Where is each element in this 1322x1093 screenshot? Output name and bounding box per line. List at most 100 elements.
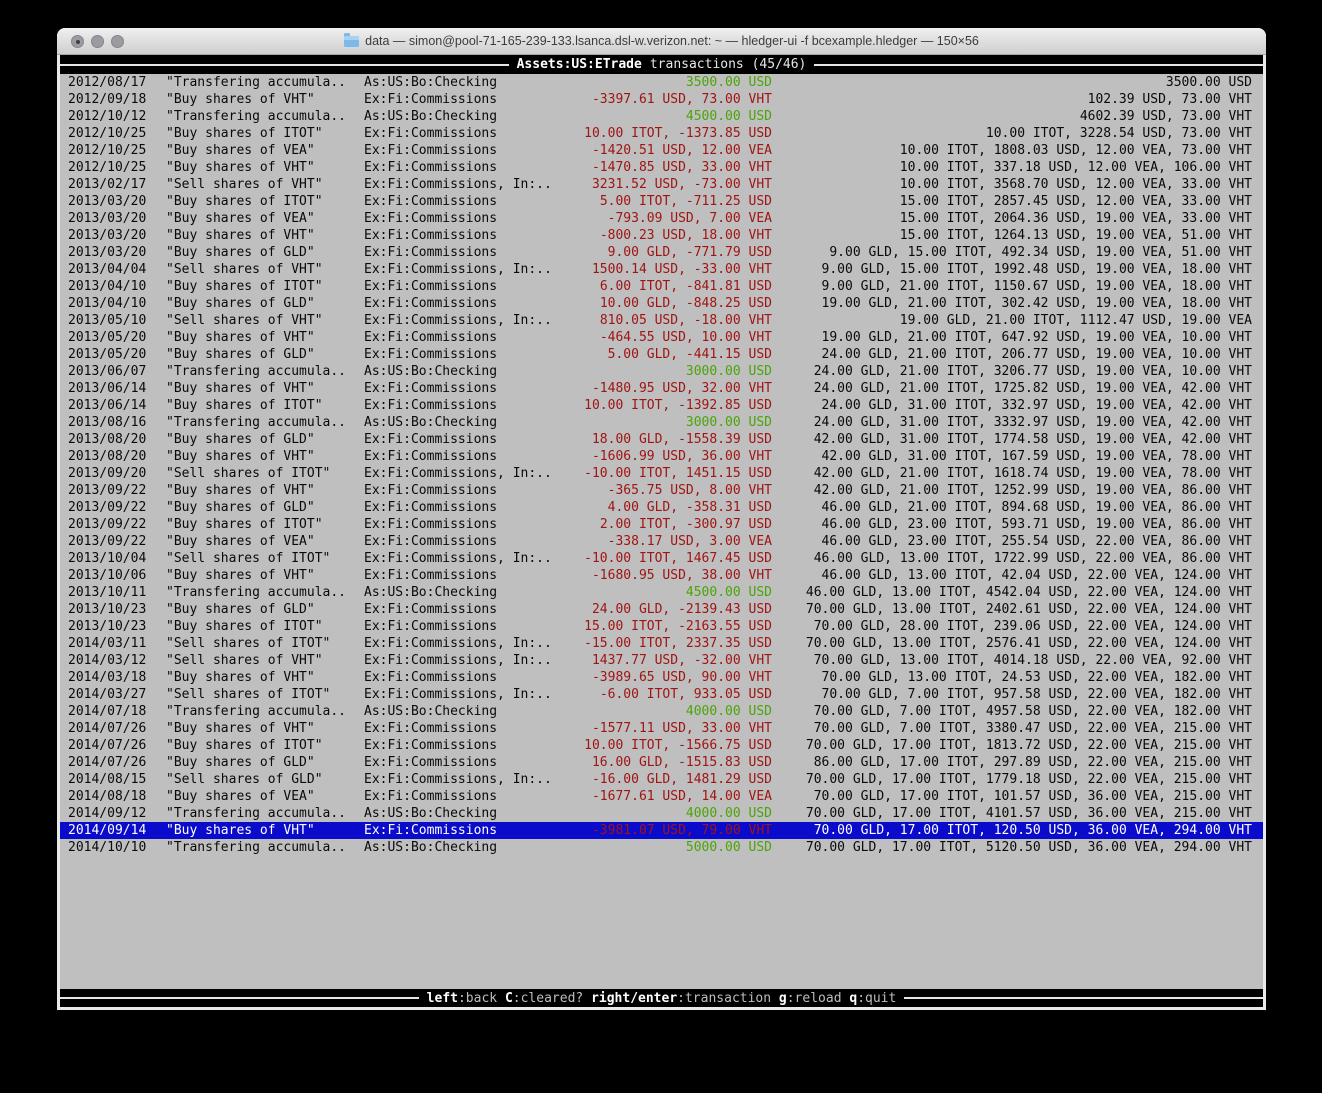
transaction-row[interactable]: 2013/09/22 "Buy shares of ITOT" Ex:Fi:Co… xyxy=(60,516,1263,533)
transaction-row[interactable]: 2012/08/17 "Transfering accumula.. As:US… xyxy=(60,74,1263,91)
transaction-date: 2012/10/25 xyxy=(68,126,147,141)
transaction-other-accounts: Ex:Fi:Commissions, In:.. xyxy=(364,687,552,702)
transaction-running-balance: 46.00 GLD, 21.00 ITOT, 894.68 USD, 19.00… xyxy=(821,500,1252,515)
transaction-row[interactable]: 2013/04/10 "Buy shares of GLD" Ex:Fi:Com… xyxy=(60,295,1263,312)
transaction-row[interactable]: 2013/03/20 "Buy shares of VHT" Ex:Fi:Com… xyxy=(60,227,1263,244)
transaction-row[interactable]: 2013/05/20 "Buy shares of GLD" Ex:Fi:Com… xyxy=(60,346,1263,363)
transaction-description: "Sell shares of VHT" xyxy=(166,262,323,277)
transaction-other-accounts: As:US:Bo:Checking xyxy=(364,109,498,124)
transaction-date: 2014/09/12 xyxy=(68,806,147,821)
transaction-row[interactable]: 2013/10/04 "Sell shares of ITOT" Ex:Fi:C… xyxy=(60,550,1263,567)
transaction-other-accounts: As:US:Bo:Checking xyxy=(364,75,498,90)
transaction-row[interactable]: 2013/10/23 "Buy shares of GLD" Ex:Fi:Com… xyxy=(60,601,1263,618)
transaction-description: "Transfering accumula.. xyxy=(166,840,347,855)
transaction-change-amount: -15.00 ITOT, 2337.35 USD xyxy=(584,636,772,651)
transaction-row[interactable]: 2014/07/26 "Buy shares of ITOT" Ex:Fi:Co… xyxy=(60,737,1263,754)
transaction-row[interactable]: 2013/05/20 "Buy shares of VHT" Ex:Fi:Com… xyxy=(60,329,1263,346)
terminal-window: data — simon@pool-71-165-239-133.lsanca.… xyxy=(57,28,1266,1010)
titlebar: data — simon@pool-71-165-239-133.lsanca.… xyxy=(57,28,1266,55)
transaction-other-accounts: Ex:Fi:Commissions xyxy=(364,755,498,770)
transaction-date: 2014/08/15 xyxy=(68,772,147,787)
transaction-description: "Buy shares of GLD" xyxy=(166,347,315,362)
transaction-description: "Transfering accumula.. xyxy=(166,415,347,430)
transaction-row[interactable]: 2014/07/18 "Transfering accumula.. As:US… xyxy=(60,703,1263,720)
transaction-row[interactable]: 2012/10/25 "Buy shares of VHT" Ex:Fi:Com… xyxy=(60,159,1263,176)
transaction-running-balance: 10.00 ITOT, 3228.54 USD, 73.00 VHT xyxy=(985,126,1252,141)
transaction-other-accounts: Ex:Fi:Commissions, In:.. xyxy=(364,653,552,668)
minimize-button[interactable] xyxy=(91,35,104,48)
transaction-date: 2013/05/10 xyxy=(68,313,147,328)
transaction-row[interactable]: 2013/05/10 "Sell shares of VHT" Ex:Fi:Co… xyxy=(60,312,1263,329)
transaction-date: 2013/05/20 xyxy=(68,330,147,345)
transaction-row[interactable]: 2013/10/23 "Buy shares of ITOT" Ex:Fi:Co… xyxy=(60,618,1263,635)
transaction-row[interactable]: 2014/03/12 "Sell shares of VHT" Ex:Fi:Co… xyxy=(60,652,1263,669)
transaction-row[interactable]: 2013/03/20 "Buy shares of VEA" Ex:Fi:Com… xyxy=(60,210,1263,227)
transaction-change-amount: 4000.00 USD xyxy=(685,704,772,719)
transaction-date: 2013/09/20 xyxy=(68,466,147,481)
transaction-change-amount: -16.00 GLD, 1481.29 USD xyxy=(591,772,772,787)
transaction-change-amount: -793.09 USD, 7.00 VEA xyxy=(607,211,772,226)
close-button[interactable] xyxy=(71,35,84,48)
transaction-change-amount: 10.00 ITOT, -1392.85 USD xyxy=(584,398,772,413)
transaction-other-accounts: Ex:Fi:Commissions xyxy=(364,670,498,685)
transaction-row[interactable]: 2014/09/14 "Buy shares of VHT" Ex:Fi:Com… xyxy=(60,822,1263,839)
transaction-row[interactable]: 2013/06/14 "Buy shares of VHT" Ex:Fi:Com… xyxy=(60,380,1263,397)
transaction-row[interactable]: 2014/08/15 "Sell shares of GLD" Ex:Fi:Co… xyxy=(60,771,1263,788)
transaction-other-accounts: Ex:Fi:Commissions xyxy=(364,500,498,515)
screen-header-label: Assets:US:ETrade transactions (45/46) xyxy=(508,56,815,73)
transaction-row[interactable]: 2013/04/04 "Sell shares of VHT" Ex:Fi:Co… xyxy=(60,261,1263,278)
transaction-row[interactable]: 2014/07/26 "Buy shares of GLD" Ex:Fi:Com… xyxy=(60,754,1263,771)
transaction-row[interactable]: 2013/06/07 "Transfering accumula.. As:US… xyxy=(60,363,1263,380)
transaction-row[interactable]: 2012/09/18 "Buy shares of VHT" Ex:Fi:Com… xyxy=(60,91,1263,108)
account-name: Assets:US:ETrade xyxy=(516,57,642,72)
transaction-change-amount: -10.00 ITOT, 1467.45 USD xyxy=(584,551,772,566)
transaction-row[interactable]: 2013/09/22 "Buy shares of GLD" Ex:Fi:Com… xyxy=(60,499,1263,516)
transaction-row[interactable]: 2013/08/20 "Buy shares of VHT" Ex:Fi:Com… xyxy=(60,448,1263,465)
transaction-running-balance: 19.00 GLD, 21.00 ITOT, 302.42 USD, 19.00… xyxy=(821,296,1252,311)
transaction-running-balance: 70.00 GLD, 13.00 ITOT, 2402.61 USD, 22.0… xyxy=(805,602,1252,617)
zoom-button[interactable] xyxy=(111,35,124,48)
transaction-date: 2013/08/16 xyxy=(68,415,147,430)
transaction-change-amount: 5.00 ITOT, -711.25 USD xyxy=(599,194,772,209)
transaction-row[interactable]: 2013/04/10 "Buy shares of ITOT" Ex:Fi:Co… xyxy=(60,278,1263,295)
transaction-row[interactable]: 2012/10/25 "Buy shares of VEA" Ex:Fi:Com… xyxy=(60,142,1263,159)
transaction-row[interactable]: 2014/09/12 "Transfering accumula.. As:US… xyxy=(60,805,1263,822)
transaction-row[interactable]: 2012/10/12 "Transfering accumula.. As:US… xyxy=(60,108,1263,125)
transaction-date: 2013/09/22 xyxy=(68,534,147,549)
transaction-description: "Buy shares of GLD" xyxy=(166,245,315,260)
transaction-row[interactable]: 2013/09/22 "Buy shares of VEA" Ex:Fi:Com… xyxy=(60,533,1263,550)
transaction-other-accounts: Ex:Fi:Commissions xyxy=(364,330,498,345)
transaction-date: 2014/07/26 xyxy=(68,721,147,736)
transaction-date: 2014/03/12 xyxy=(68,653,147,668)
transaction-row[interactable]: 2013/08/20 "Buy shares of GLD" Ex:Fi:Com… xyxy=(60,431,1263,448)
transaction-other-accounts: Ex:Fi:Commissions xyxy=(364,568,498,583)
transaction-row[interactable]: 2013/10/11 "Transfering accumula.. As:US… xyxy=(60,584,1263,601)
transaction-date: 2014/07/18 xyxy=(68,704,147,719)
transaction-row[interactable]: 2013/06/14 "Buy shares of ITOT" Ex:Fi:Co… xyxy=(60,397,1263,414)
transaction-date: 2013/10/06 xyxy=(68,568,147,583)
transaction-row[interactable]: 2013/03/20 "Buy shares of GLD" Ex:Fi:Com… xyxy=(60,244,1263,261)
transaction-running-balance: 10.00 ITOT, 3568.70 USD, 12.00 VEA, 33.0… xyxy=(899,177,1252,192)
transaction-description: "Transfering accumula.. xyxy=(166,585,347,600)
transaction-row[interactable]: 2013/08/16 "Transfering accumula.. As:US… xyxy=(60,414,1263,431)
transaction-running-balance: 70.00 GLD, 7.00 ITOT, 3380.47 USD, 22.00… xyxy=(813,721,1252,736)
transaction-other-accounts: Ex:Fi:Commissions xyxy=(364,381,498,396)
transaction-row[interactable]: 2014/03/11 "Sell shares of ITOT" Ex:Fi:C… xyxy=(60,635,1263,652)
transaction-row[interactable]: 2014/07/26 "Buy shares of VHT" Ex:Fi:Com… xyxy=(60,720,1263,737)
transaction-row[interactable]: 2012/10/25 "Buy shares of ITOT" Ex:Fi:Co… xyxy=(60,125,1263,142)
footer-hints: left:back C:cleared? right/enter:transac… xyxy=(418,989,905,1007)
transaction-row[interactable]: 2014/03/18 "Buy shares of VHT" Ex:Fi:Com… xyxy=(60,669,1263,686)
transaction-row[interactable]: 2013/02/17 "Sell shares of VHT" Ex:Fi:Co… xyxy=(60,176,1263,193)
transaction-row[interactable]: 2013/09/20 "Sell shares of ITOT" Ex:Fi:C… xyxy=(60,465,1263,482)
transaction-description: "Transfering accumula.. xyxy=(166,704,347,719)
transaction-change-amount: 1500.14 USD, -33.00 VHT xyxy=(591,262,772,277)
transaction-row[interactable]: 2013/09/22 "Buy shares of VHT" Ex:Fi:Com… xyxy=(60,482,1263,499)
transaction-row[interactable]: 2013/03/20 "Buy shares of ITOT" Ex:Fi:Co… xyxy=(60,193,1263,210)
transaction-description: "Buy shares of GLD" xyxy=(166,602,315,617)
transaction-change-amount: 15.00 ITOT, -2163.55 USD xyxy=(584,619,772,634)
transaction-row[interactable]: 2013/10/06 "Buy shares of VHT" Ex:Fi:Com… xyxy=(60,567,1263,584)
transaction-row[interactable]: 2014/08/18 "Buy shares of VEA" Ex:Fi:Com… xyxy=(60,788,1263,805)
transaction-row[interactable]: 2014/03/27 "Sell shares of ITOT" Ex:Fi:C… xyxy=(60,686,1263,703)
transaction-change-amount: 24.00 GLD, -2139.43 USD xyxy=(591,602,772,617)
transaction-row[interactable]: 2014/10/10 "Transfering accumula.. As:US… xyxy=(60,839,1263,856)
